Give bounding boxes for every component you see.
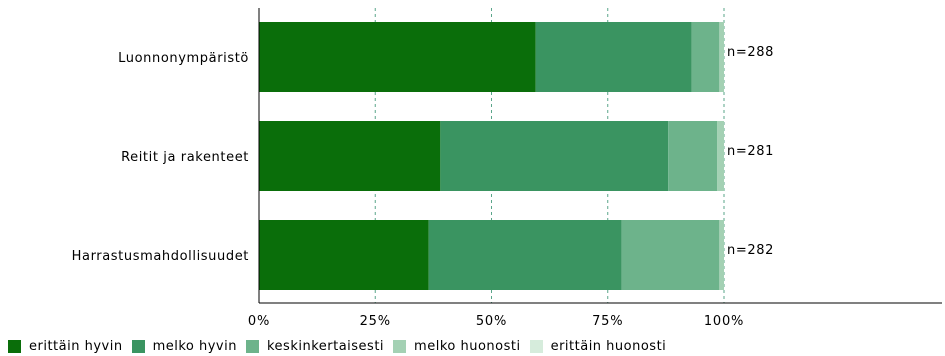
legend-swatch: [131, 339, 145, 353]
n-label: n=281: [727, 144, 774, 159]
legend-swatch: [8, 339, 21, 353]
legend-swatch: [393, 339, 407, 353]
chart-legend: erittäin hyvin melko hyvin keskinkertaises…: [8, 337, 675, 355]
legend-label: erittäin huonosti: [550, 338, 667, 354]
legend-item: melko huonosti: [393, 339, 521, 354]
bar-segment: [668, 121, 718, 191]
legend-swatch: [529, 339, 543, 353]
legend-label: erittäin hyvin: [29, 338, 123, 354]
bar-segment: [691, 22, 720, 92]
x-tick-label: 0%: [248, 314, 270, 329]
legend-item: erittäin huonosti: [529, 338, 667, 354]
category-label: Reitit ja rakenteet: [121, 150, 249, 165]
bar-segment: [719, 220, 724, 290]
legend-label: keskinkertaisesti: [266, 338, 385, 354]
category-label: Luonnonympäristö: [118, 51, 249, 66]
n-label: n=282: [727, 243, 774, 258]
legend-label: melko hyvin: [152, 338, 237, 354]
x-tick-label: 100%: [704, 314, 744, 329]
legend-item: keskinkertaisesti: [245, 338, 385, 354]
x-tick-label: 75%: [592, 314, 623, 329]
bar-segment: [259, 22, 536, 92]
bar-segment: [719, 22, 724, 92]
bar-segment: [621, 220, 720, 290]
legend-label: melko huonosti: [414, 338, 521, 354]
legend-swatch: [245, 339, 259, 353]
legend-item: melko hyvin: [131, 338, 237, 354]
bar-segment: [259, 121, 441, 191]
n-label: n=288: [727, 45, 774, 60]
bar-segment: [428, 220, 622, 290]
bar-segment: [535, 22, 692, 92]
bar-segment: [259, 220, 429, 290]
x-tick-label: 25%: [360, 314, 391, 329]
stacked-bar-chart: Luonnonympäristö n=288 Reitit ja rakenteet…: [72, 8, 942, 329]
category-label: Harrastusmahdollisuudet: [72, 249, 249, 264]
legend-item: erittäin hyvin: [8, 339, 123, 354]
x-tick-label: 50%: [476, 314, 507, 329]
bar-segment: [440, 121, 669, 191]
bar-segment: [717, 121, 724, 191]
